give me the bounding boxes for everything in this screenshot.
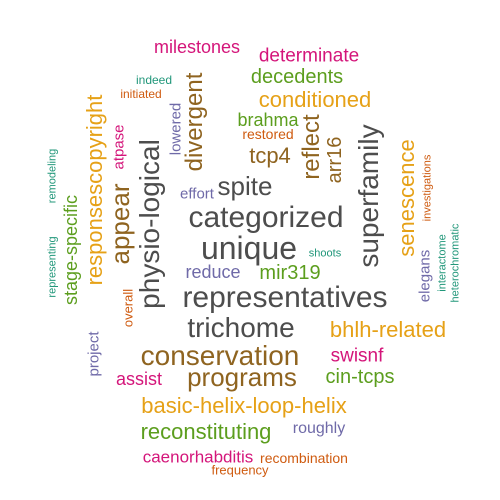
word-programs: programs	[187, 362, 297, 392]
word-shoots: shoots	[308, 247, 342, 260]
word-milestones: milestones	[153, 37, 241, 57]
word-decedents: decedents	[250, 66, 344, 88]
word-caenorhabditis: caenorhabditis	[142, 447, 254, 467]
word-senescence: senescence	[394, 139, 419, 257]
word-effort: effort	[180, 185, 214, 203]
word-spite: spite	[217, 171, 273, 201]
word-elegans: elegans	[416, 249, 434, 303]
word-mir319: mir319	[259, 262, 321, 284]
word-divergent: divergent	[181, 72, 208, 172]
word-atpase: atpase	[110, 124, 128, 170]
word-heterochromatic: heterochromatic	[449, 223, 462, 303]
word-tcp4: tcp4	[249, 143, 291, 168]
word-determinate: determinate	[258, 45, 360, 67]
word-reflect: reflect	[298, 114, 325, 180]
word-project: project	[85, 331, 103, 377]
word-initiated: initiated	[120, 87, 162, 101]
word-indeed: indeed	[135, 73, 173, 87]
word-basic-helix-loop-helix: basic-helix-loop-helix	[141, 393, 347, 418]
word-recombination: recombination	[260, 450, 348, 466]
word-cin-tcps: cin-tcps	[325, 366, 395, 388]
word-responsescopyright: responsescopyright	[82, 94, 107, 286]
word-remodeling: remodeling	[46, 148, 59, 204]
word-arr16: arr16	[324, 136, 346, 184]
word-stage-specific: stage-specific	[61, 194, 81, 306]
word-assist: assist	[115, 369, 163, 389]
word-interactome: interactome	[436, 234, 449, 292]
word-appear: appear	[105, 183, 135, 265]
word-swisnf: swisnf	[330, 345, 384, 367]
word-overall: overall	[120, 288, 136, 328]
word-physio-logical: physio-logical	[134, 139, 165, 309]
word-restored: restored	[242, 126, 294, 142]
word-bhlh-related: bhlh-related	[329, 317, 447, 342]
word-trichome: trichome	[187, 312, 295, 343]
word-frequency: frequency	[211, 462, 269, 478]
word-categorized: categorized	[188, 201, 344, 234]
word-reduce: reduce	[185, 262, 241, 282]
word-conservation: conservation	[140, 340, 300, 371]
word-unique: unique	[200, 230, 298, 266]
word-representatives: representatives	[182, 281, 388, 314]
word-conditioned: conditioned	[258, 87, 372, 112]
word-investigations: investigations	[421, 154, 434, 222]
word-roughly: roughly	[292, 420, 346, 437]
word-reconstituting: reconstituting	[140, 419, 272, 444]
word-representing: representing	[46, 236, 59, 298]
word-superfamily: superfamily	[353, 124, 384, 268]
word-brahma: brahma	[237, 110, 299, 130]
